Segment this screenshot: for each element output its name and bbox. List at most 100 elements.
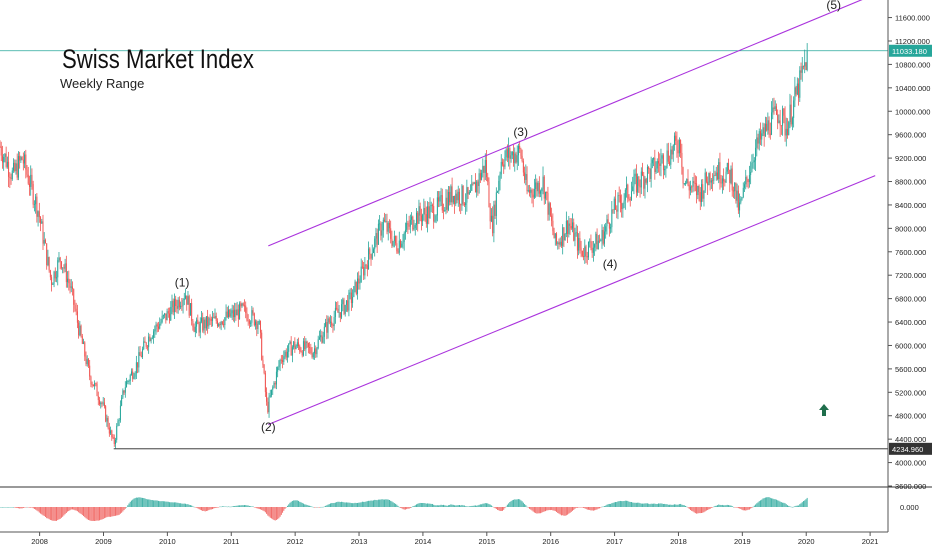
oscillator-bar bbox=[309, 505, 311, 507]
candle-body bbox=[51, 277, 53, 285]
candle-body bbox=[560, 241, 562, 246]
oscillator-bar bbox=[795, 505, 797, 507]
oscillator-bar bbox=[106, 507, 108, 518]
candle-body bbox=[110, 430, 112, 434]
oscillator-bar bbox=[146, 499, 148, 507]
oscillator-bar bbox=[658, 503, 660, 507]
oscillator-bar bbox=[503, 507, 505, 510]
oscillator-bar bbox=[231, 506, 233, 507]
candle-body bbox=[750, 171, 752, 176]
oscillator-bar bbox=[626, 500, 628, 507]
candle-body bbox=[767, 120, 769, 131]
oscillator-bar bbox=[31, 507, 33, 508]
oscillator-bar bbox=[788, 505, 790, 507]
oscillator-bar bbox=[458, 504, 460, 507]
oscillator-bar bbox=[318, 507, 320, 508]
oscillator-bar bbox=[629, 501, 631, 507]
oscillator-bar bbox=[619, 500, 621, 507]
candle-body bbox=[438, 197, 440, 202]
oscillator-bar bbox=[473, 505, 475, 507]
oscillator-bar bbox=[640, 503, 642, 507]
oscillator-bar bbox=[178, 503, 180, 507]
candle-body bbox=[661, 155, 663, 159]
candle-body bbox=[503, 164, 505, 167]
oscillator-bar bbox=[97, 507, 99, 521]
candle-body bbox=[655, 168, 657, 173]
candle-body bbox=[47, 257, 49, 266]
oscillator-bar bbox=[748, 507, 750, 510]
candle-body bbox=[52, 283, 54, 285]
candle-body bbox=[648, 166, 650, 169]
oscillator-bar bbox=[289, 502, 291, 507]
candle-body bbox=[732, 190, 734, 192]
oscillator-bar bbox=[472, 505, 474, 507]
oscillator-bar bbox=[192, 506, 194, 507]
candle-body bbox=[315, 348, 317, 355]
candle-body bbox=[95, 383, 97, 384]
candle-body bbox=[568, 223, 570, 234]
candle-body bbox=[350, 292, 352, 304]
candle-body bbox=[670, 149, 672, 165]
candle-body bbox=[494, 204, 496, 216]
candle-body bbox=[676, 140, 678, 151]
oscillator-bar bbox=[557, 507, 559, 514]
oscillator-bar bbox=[177, 502, 179, 507]
candle-body bbox=[615, 198, 617, 210]
candle-body bbox=[323, 326, 325, 337]
candle-body bbox=[16, 163, 18, 178]
candle-body bbox=[261, 332, 263, 360]
oscillator-bar bbox=[348, 502, 350, 507]
candle-body bbox=[441, 195, 443, 211]
oscillator-bar bbox=[701, 507, 703, 514]
x-tick-label: 2008 bbox=[31, 537, 48, 546]
candle-body bbox=[210, 318, 212, 321]
candle-body bbox=[228, 309, 230, 317]
oscillator-bar bbox=[594, 507, 596, 511]
candle-body bbox=[169, 313, 171, 321]
candle-body bbox=[157, 326, 159, 329]
oscillator-bar bbox=[451, 504, 453, 507]
oscillator-bar bbox=[790, 506, 792, 508]
candle-body bbox=[702, 184, 704, 199]
candle-body bbox=[149, 336, 151, 342]
oscillator-bar bbox=[73, 507, 75, 510]
oscillator-bar bbox=[575, 507, 577, 508]
oscillator-bar bbox=[76, 507, 78, 512]
candle-body bbox=[439, 196, 441, 202]
candle-body bbox=[440, 195, 442, 197]
oscillator-bar bbox=[35, 507, 37, 510]
oscillator-bar bbox=[277, 507, 279, 520]
oscillator-bar bbox=[429, 503, 431, 507]
candle-body bbox=[396, 243, 398, 252]
candle-body bbox=[669, 161, 671, 165]
oscillator-bar bbox=[417, 503, 419, 507]
oscillator-bar bbox=[499, 507, 501, 512]
candle-body bbox=[11, 170, 13, 180]
oscillator-bar bbox=[622, 501, 624, 507]
candle-body bbox=[150, 338, 152, 342]
candle-body bbox=[239, 303, 241, 320]
candle-body bbox=[397, 251, 399, 253]
oscillator-bar bbox=[644, 503, 646, 507]
oscillator-bar bbox=[653, 503, 655, 507]
candle-body bbox=[181, 305, 183, 307]
oscillator-bar bbox=[173, 502, 175, 507]
candle-body bbox=[624, 189, 626, 201]
oscillator-bar bbox=[38, 507, 40, 513]
oscillator-bar bbox=[86, 507, 88, 520]
oscillator-bar bbox=[439, 505, 441, 507]
oscillator-bar bbox=[500, 507, 502, 511]
candle-body bbox=[660, 158, 662, 167]
candle-body bbox=[199, 321, 201, 333]
oscillator-bar bbox=[283, 507, 285, 511]
candle-body bbox=[135, 362, 137, 374]
oscillator-bar bbox=[513, 499, 515, 507]
oscillator-bar bbox=[721, 504, 723, 507]
candle-body bbox=[664, 168, 666, 171]
candle-body bbox=[126, 381, 128, 388]
candle-body bbox=[487, 177, 489, 182]
oscillator-bar bbox=[669, 504, 671, 507]
oscillator-bar bbox=[782, 502, 784, 507]
candle-body bbox=[720, 182, 722, 184]
